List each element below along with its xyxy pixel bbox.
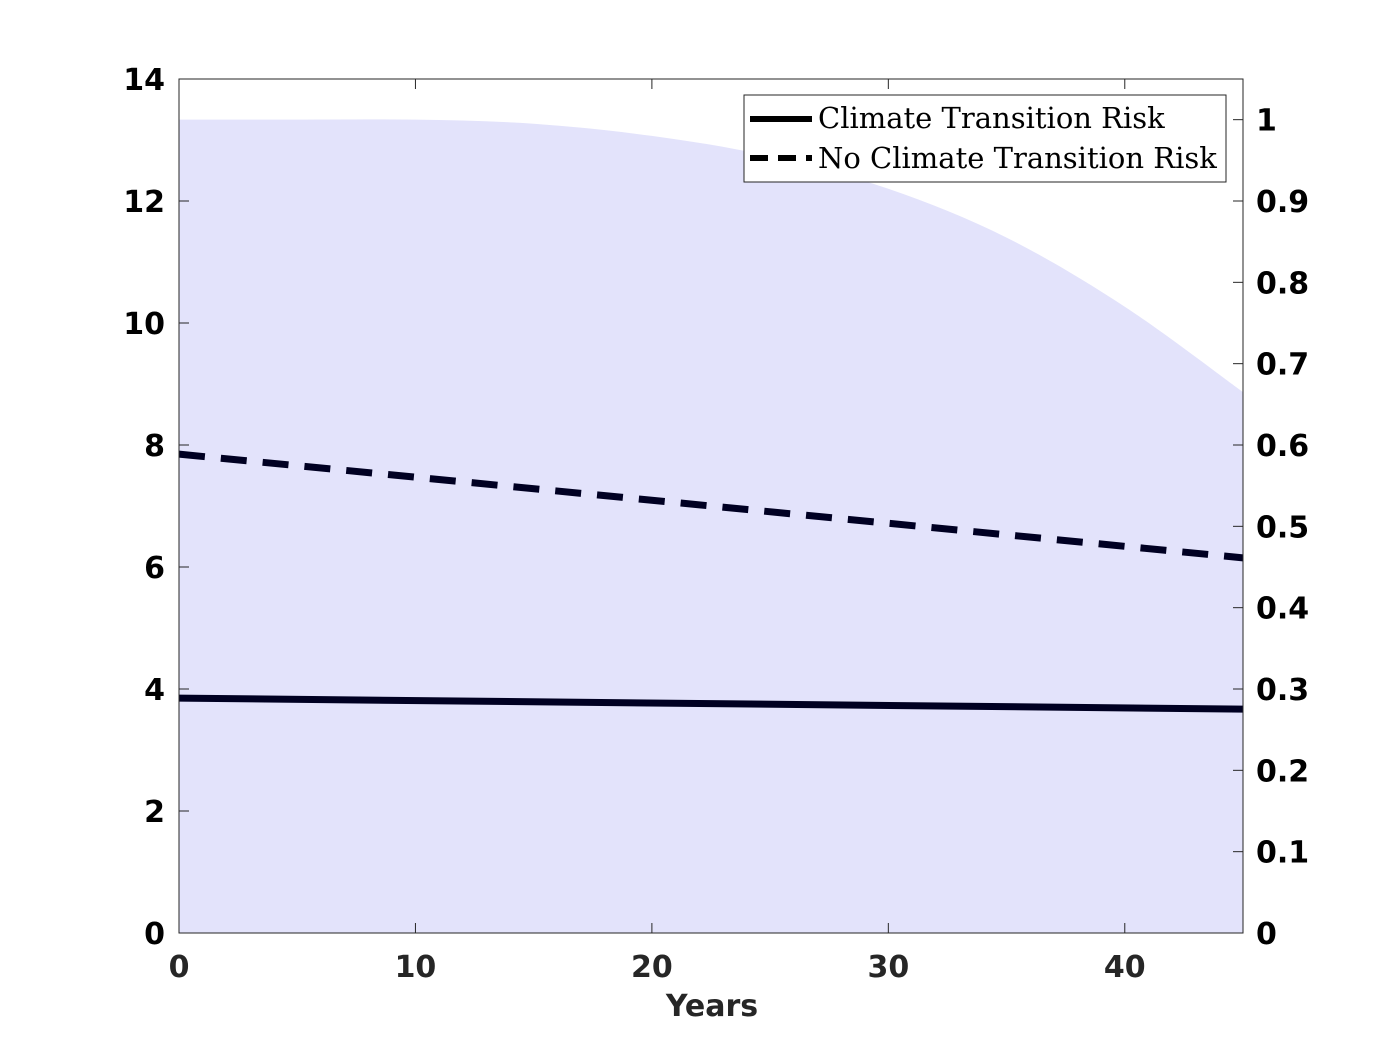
x-tick-label: 10 <box>395 950 437 985</box>
y-left-tick-label: 2 <box>144 795 165 830</box>
probability-area <box>179 119 1243 934</box>
y-right-tick-label: 0.8 <box>1256 266 1309 301</box>
legend-entry-climate-transition-risk: Climate Transition Risk <box>818 101 1165 135</box>
y-left-tick-label: 0 <box>144 917 165 952</box>
y-right-tick-label: 0.1 <box>1256 836 1309 871</box>
y-right-tick-label: 0.6 <box>1256 429 1309 464</box>
probability-area-layer <box>179 119 1243 934</box>
y-right-tick-label: 0.9 <box>1256 185 1309 220</box>
x-tick-label: 40 <box>1104 950 1146 985</box>
y-right-tick-label: 1 <box>1256 104 1277 139</box>
y-axis-left: 0 2 4 6 8 10 12 14 <box>123 63 189 952</box>
x-axis-label: Years <box>665 989 758 1024</box>
y-left-tick-label: 14 <box>123 63 165 98</box>
y-left-tick-label: 8 <box>144 429 165 464</box>
series-line-no-climate-transition-risk <box>178 450 1244 562</box>
x-axis: 0 10 20 30 40 <box>169 79 1146 985</box>
series-layer <box>178 450 1244 713</box>
legend-box <box>743 94 1227 183</box>
y-left-tick-label: 4 <box>144 673 165 708</box>
legend-entry-no-climate-transition-risk: No Climate Transition Risk <box>818 141 1217 175</box>
x-tick-label: 0 <box>169 950 190 985</box>
y-axis-right: 0 0.1 0.2 0.3 0.4 0.5 0.6 0.7 0.8 0.9 1 <box>1233 104 1309 952</box>
x-tick-label: 30 <box>867 950 909 985</box>
y-left-tick-label: 10 <box>123 307 165 342</box>
y-left-tick-label: 12 <box>123 185 165 220</box>
x-tick-label: 20 <box>631 950 673 985</box>
series-line-climate-transition-risk <box>178 694 1244 713</box>
plot-frame <box>178 78 1244 934</box>
legend: Climate Transition Risk No Climate Trans… <box>743 94 1227 183</box>
y-right-tick-label: 0.2 <box>1256 754 1309 789</box>
y-right-tick-label: 0 <box>1256 917 1277 952</box>
y-right-tick-label: 0.3 <box>1256 673 1309 708</box>
y-right-tick-label: 0.5 <box>1256 510 1309 545</box>
y-right-tick-label: 0.7 <box>1256 348 1309 383</box>
y-right-tick-label: 0.4 <box>1256 592 1309 627</box>
y-left-tick-label: 6 <box>144 551 165 586</box>
